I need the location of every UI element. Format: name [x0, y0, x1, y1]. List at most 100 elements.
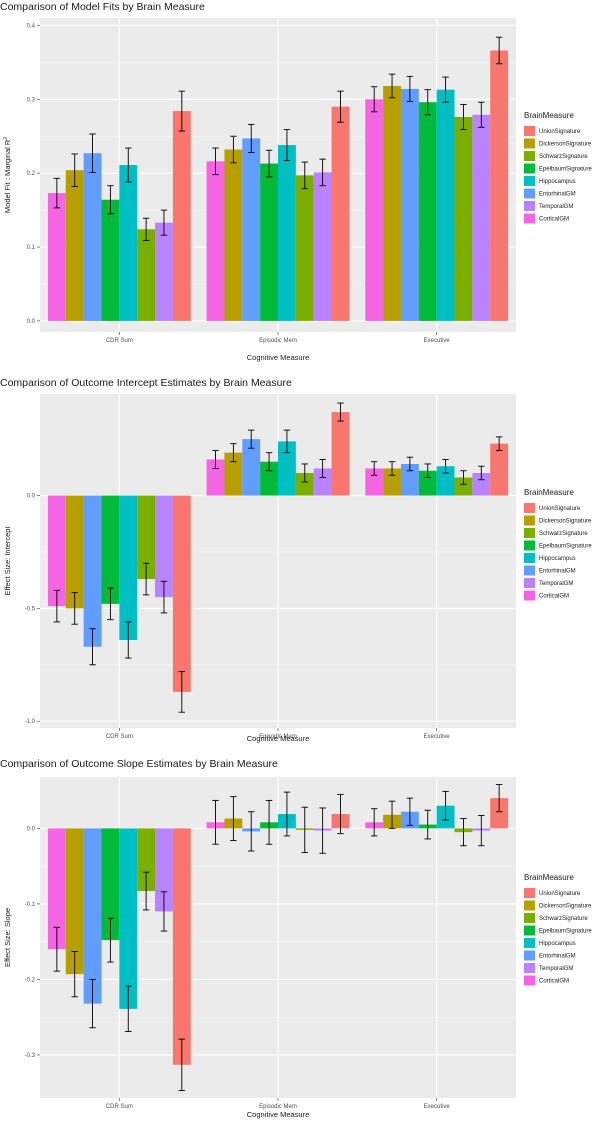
bar-DickersonSignature	[383, 85, 401, 321]
error-bar	[337, 402, 344, 422]
error-bar	[442, 790, 449, 821]
y-axis-label-superscript: 2	[3, 137, 9, 140]
y-tick-label: 0.3	[27, 97, 36, 103]
legend-swatch	[524, 176, 535, 186]
y-tick-label: 0.4	[27, 23, 36, 29]
x-axis-label: Cognitive Measure	[247, 734, 310, 743]
y-axis-label: Effect Size: Intercept	[3, 526, 12, 596]
error-bar	[248, 123, 255, 153]
legend-swatch	[524, 188, 535, 199]
chart-2: Comparison of Outcome Intercept Estimate…	[0, 377, 592, 743]
legend-title: BrainMeasure	[524, 873, 574, 882]
legend-label: EpelbaumSignature	[539, 929, 592, 935]
error-bar	[212, 449, 219, 469]
x-tick-label: Episodic Mem	[259, 338, 297, 344]
y-axis-label: Model Fit : Marginal R2	[3, 137, 12, 213]
error-bar	[370, 86, 378, 113]
error-bar	[495, 436, 503, 451]
bar-CorticalGM	[47, 828, 66, 950]
bar-EntorhinalGM	[83, 828, 102, 1004]
legend-label: CorticalGM	[539, 594, 569, 600]
error-bar	[478, 101, 485, 128]
bar-UnionSignature	[331, 106, 350, 321]
legend-swatch	[524, 515, 535, 526]
legend-label: DickersonSignature	[539, 142, 592, 148]
x-tick-label: Executive	[424, 1104, 451, 1110]
bar-EpelbaumSignature	[418, 102, 437, 321]
error-bar	[107, 917, 114, 963]
error-bar	[53, 177, 61, 209]
chart-title: Comparison of Model Fits by Brain Measur…	[0, 1, 205, 13]
legend-swatch	[524, 975, 535, 986]
legend-label: DickersonSignature	[539, 519, 592, 525]
error-bar	[265, 799, 273, 845]
chart-title: Comparison of Outcome Intercept Estimate…	[0, 377, 292, 389]
bar-SchwarzSignature	[137, 229, 156, 321]
legend-swatch	[524, 578, 535, 588]
bar-TemporalGM	[313, 468, 332, 496]
legend-label: EpelbaumSignature	[539, 544, 592, 550]
error-bar	[89, 133, 96, 173]
error-bar	[406, 75, 414, 102]
x-tick-label: CDR Sum	[106, 1104, 133, 1110]
error-bar	[212, 799, 219, 845]
bar-DickersonSignature	[65, 170, 84, 321]
error-bar	[178, 90, 186, 132]
legend-swatch	[524, 138, 535, 149]
legend-label: EntorhinalGM	[539, 569, 576, 575]
y-tick-label: -0.3	[25, 1053, 36, 1059]
bar-EpelbaumSignature	[101, 199, 120, 321]
y-tick-label: 0.0	[27, 826, 36, 832]
bar-SchwarzSignature	[137, 495, 156, 580]
error-bar	[301, 463, 308, 483]
error-bar	[406, 797, 414, 826]
y-tick-label: -0.1	[25, 902, 36, 908]
error-bar	[71, 592, 78, 625]
error-bar	[478, 815, 485, 847]
error-bar	[230, 796, 237, 841]
error-bar	[301, 806, 308, 853]
bar-UnionSignature	[490, 50, 509, 321]
legend-label: EpelbaumSignature	[539, 167, 592, 173]
x-tick-label: Episodic Mem	[259, 1104, 297, 1110]
error-bar	[319, 458, 326, 478]
bar-Hippocampus	[436, 466, 455, 496]
x-axis-label: Cognitive Measure	[247, 353, 310, 362]
error-bar	[53, 926, 61, 972]
bar-SchwarzSignature	[295, 472, 314, 496]
bar-DickersonSignature	[65, 828, 84, 975]
bar-DickersonSignature	[65, 495, 84, 609]
legend-label: UnionSignature	[539, 506, 581, 512]
error-bar	[230, 135, 237, 164]
bar-TemporalGM	[472, 114, 491, 321]
legend-swatch	[524, 540, 535, 551]
legend-label: SchwarzSignature	[539, 154, 588, 160]
bar-DickersonSignature	[383, 468, 401, 496]
error-bar	[460, 470, 467, 485]
error-bar	[230, 443, 237, 463]
error-bar	[301, 161, 308, 190]
bar-CorticalGM	[47, 495, 66, 607]
error-bar	[107, 587, 114, 621]
error-bar	[388, 800, 396, 829]
legend-label: TemporalGM	[539, 966, 573, 972]
error-bar	[337, 793, 344, 835]
x-tick-label: CDR Sum	[106, 338, 133, 344]
legend-swatch	[524, 503, 535, 513]
legend: BrainMeasure UnionSignature DickersonSigna…	[524, 111, 592, 224]
error-bar	[89, 978, 96, 1029]
y-tick-label: 0.0	[27, 494, 36, 500]
legend-title: BrainMeasure	[524, 488, 574, 497]
error-bar	[460, 103, 467, 131]
error-bar	[319, 158, 326, 187]
error-bar	[424, 809, 431, 840]
error-bar	[406, 456, 414, 472]
bar-UnionSignature	[172, 111, 191, 321]
bar-UnionSignature	[172, 495, 191, 692]
bar-EntorhinalGM	[242, 138, 261, 321]
bar-Hippocampus	[436, 89, 455, 321]
bar-EntorhinalGM	[400, 88, 419, 321]
error-bar	[442, 76, 449, 103]
legend-label: Hippocampus	[539, 941, 576, 947]
legend-label: SchwarzSignature	[539, 916, 588, 922]
